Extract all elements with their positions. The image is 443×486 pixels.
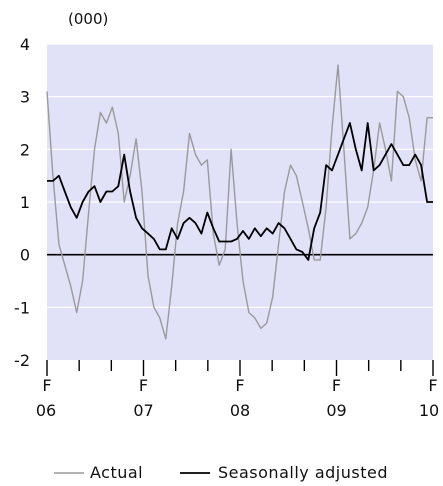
legend-label: Actual bbox=[90, 463, 143, 482]
x-tick-month: F bbox=[332, 376, 341, 395]
x-axis: F 06 F 07 F 08 F 09 F 10 bbox=[36, 360, 439, 420]
y-tick-label: -2 bbox=[14, 351, 30, 370]
x-tick-month: F bbox=[139, 376, 148, 395]
x-tick-year: 07 bbox=[133, 401, 153, 420]
y-tick-label: 4 bbox=[20, 35, 30, 54]
x-tick-year: 08 bbox=[230, 401, 250, 420]
x-tick-year: 10 bbox=[419, 401, 439, 420]
legend: Actual Seasonally adjusted bbox=[54, 463, 388, 482]
y-tick-label: 3 bbox=[20, 88, 30, 107]
series-line-actual bbox=[46, 64, 433, 340]
y-tick-label: -1 bbox=[14, 298, 30, 317]
y-axis-labels: -2 -1 0 1 2 3 4 bbox=[14, 35, 30, 370]
x-tick-month: F bbox=[428, 376, 437, 395]
y-tick-label: 0 bbox=[20, 246, 30, 265]
series-line-seasonally-adjusted bbox=[47, 122, 433, 261]
x-tick-year: 06 bbox=[36, 401, 56, 420]
unit-label: (000) bbox=[68, 10, 108, 28]
legend-label: Seasonally adjusted bbox=[218, 463, 388, 482]
y-tick-label: 2 bbox=[20, 140, 30, 159]
x-tick-month: F bbox=[42, 376, 51, 395]
x-tick-year: 09 bbox=[326, 401, 346, 420]
gridlines bbox=[47, 43, 433, 308]
y-tick-label: 1 bbox=[20, 193, 30, 212]
x-tick-month: F bbox=[235, 376, 244, 395]
series-layer bbox=[46, 64, 433, 340]
